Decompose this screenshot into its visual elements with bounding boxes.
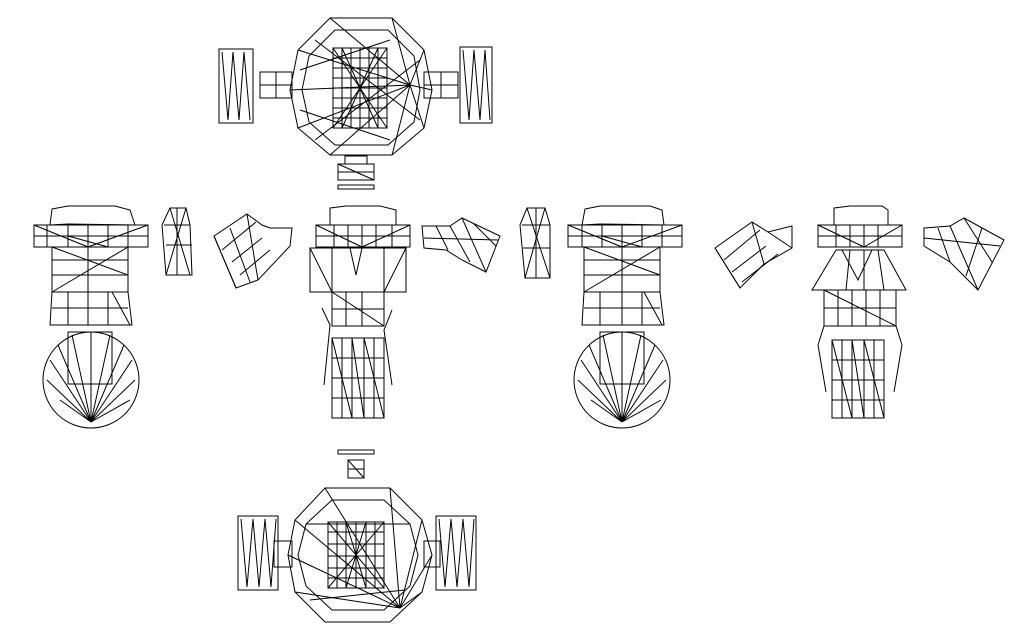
figure-b-torso-lines [310,248,406,292]
limb-piece-3 [715,222,792,288]
limb-piece-4 [924,218,1004,290]
solar-panel-right [460,47,492,123]
limb-piece-1-lines [214,214,270,288]
side-piece-1 [162,208,192,275]
figure-a-shoulder-grid [34,225,148,247]
limb-piece-2-lines [424,218,498,272]
figure-a-wheel-spokes [47,332,135,422]
figure-d-legs [832,340,884,418]
figure-b-flap-right [384,310,392,385]
figure-d-island [812,206,906,418]
body-inner-ring [302,30,420,145]
figure-c-wheel-hub [600,332,644,384]
figure-d-flap-right [894,326,902,392]
figure-d-shoulder-grid [818,225,902,247]
figure-c-shoulder-grid [568,225,682,247]
limb-piece-1 [214,214,292,288]
antenna-block-diag [338,164,374,180]
bottom-body-inner-ring [298,500,418,610]
limb-piece-3-lines [715,222,792,288]
limb-piece-3-outline [715,222,792,288]
figure-b-island [310,206,410,418]
bottom-antenna-bar [338,450,374,454]
figure-c-waist [582,292,664,325]
figure-a-waist-lines [52,292,130,325]
side-piece-2-lines [522,208,550,278]
figure-b-head [330,206,396,225]
figure-b-flap-left [322,308,330,385]
figure-c-wheel-spokes [578,332,666,422]
figure-b-torso [310,248,406,292]
side-piece-2 [520,208,550,278]
figure-d-leg-lines [832,340,884,418]
figure-c-torso-lines [584,247,660,292]
figure-b-waist-lines [332,292,384,326]
bottom-view-island [238,450,476,622]
figure-d-torso [812,250,906,290]
antenna-mount [345,156,367,164]
bottom-body-outer-ring [288,488,432,622]
limb-piece-1-outline [214,214,292,288]
bottom-core-grid-lines [328,522,384,588]
bottom-solar-panel-right-zigzag [439,519,474,587]
figure-c-waist-lines [584,292,662,325]
limb-piece-4-lines [924,218,1000,290]
figure-b-shoulder-grid [316,225,410,247]
figure-d-head [834,206,888,225]
figure-a-wheel-hub [68,332,112,384]
bottom-arm-left [274,541,292,567]
side-piece-1-lines [164,208,192,275]
figure-d-torso-lines [842,250,884,290]
bottom-arm-right [424,541,440,567]
figure-a-torso-lines [52,247,128,292]
figure-d-waist-lines [824,290,896,326]
limb-piece-2 [422,218,500,272]
figure-d-flap-left [818,326,826,392]
solar-panel-right-zigzag [463,50,490,120]
antenna-base-bar [338,185,374,189]
bottom-solar-panel-left [238,516,278,590]
figure-a-island [34,206,148,428]
figure-c-island [568,206,682,428]
bottom-solar-panel-right [436,516,476,590]
figure-c-head [582,206,664,225]
limb-piece-4-outline [924,218,1004,290]
solar-panel-left [219,49,253,123]
core-grid-lines [333,48,387,128]
top-view-island [219,18,492,189]
bottom-solar-panel-left-zigzag [241,519,276,587]
figure-a-head [50,206,135,225]
figure-a-waist [50,292,132,325]
solar-panel-left-zigzag [222,52,250,120]
figure-b-leg-lines [332,338,384,418]
